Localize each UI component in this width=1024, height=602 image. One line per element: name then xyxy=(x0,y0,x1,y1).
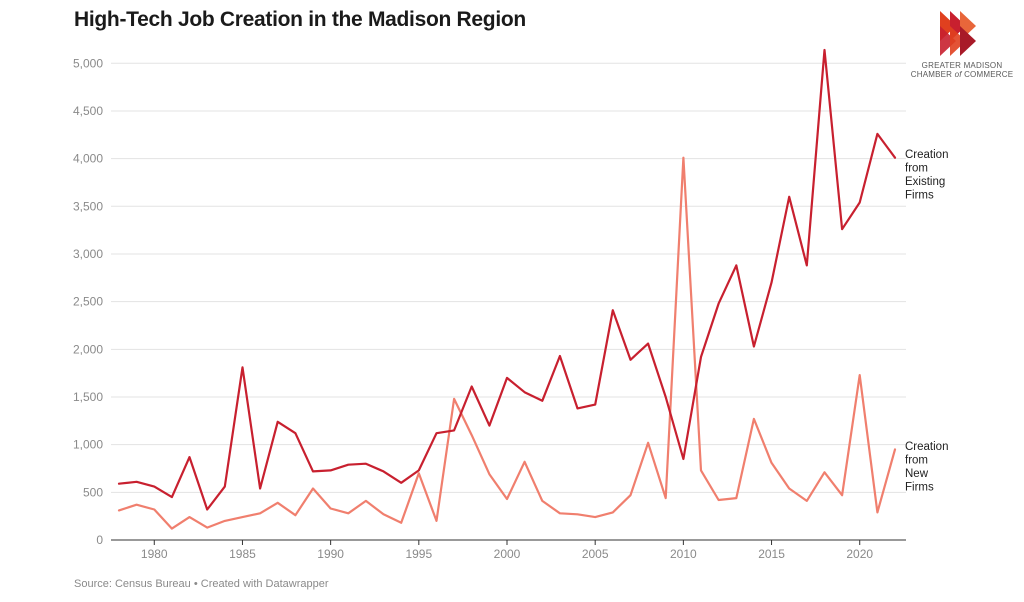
series-label-line: from xyxy=(905,163,928,175)
y-tick-label: 3,500 xyxy=(73,199,103,213)
series-label-new-firms: Creation from New Firms xyxy=(905,441,948,494)
y-tick-label: 2,500 xyxy=(73,295,103,309)
series-label-line: Creation xyxy=(905,149,948,161)
logo-text-line1: GREATER MADISON xyxy=(921,61,1003,70)
series-label-line: New xyxy=(905,468,929,480)
x-tick-label: 1980 xyxy=(141,547,168,561)
y-tick-label: 500 xyxy=(83,485,103,499)
logo-text-of: of xyxy=(954,70,962,79)
y-tick-label: 0 xyxy=(96,533,103,547)
series-label-line: Existing xyxy=(905,176,945,188)
series-label-line: Firms xyxy=(905,190,934,202)
x-tick-label: 2000 xyxy=(494,547,521,561)
logo-text-chamber: CHAMBER xyxy=(910,70,955,79)
series-line-new-firms xyxy=(117,156,897,530)
source-note: Source: Census Bureau • Created with Dat… xyxy=(74,578,329,590)
series-label-existing-firms: Creation from Existing Firms xyxy=(905,149,948,202)
x-tick-label: 1985 xyxy=(229,547,256,561)
series-label-line: Firms xyxy=(905,482,934,494)
x-tick-label: 1995 xyxy=(405,547,432,561)
series-label-line: from xyxy=(905,455,928,467)
y-tick-label: 1,500 xyxy=(73,390,103,404)
logo-text-commerce: COMMERCE xyxy=(961,70,1014,79)
chevron-logo-icon xyxy=(940,11,976,56)
chamber-logo: GREATER MADISON CHAMBER of COMMERCE xyxy=(910,8,1014,80)
series-line-existing-firms xyxy=(117,48,897,511)
x-tick-label: 1990 xyxy=(317,547,344,561)
x-tick-label: 2020 xyxy=(846,547,873,561)
y-tick-label: 3,000 xyxy=(73,247,103,261)
chart-title: High-Tech Job Creation in the Madison Re… xyxy=(74,8,526,31)
series-label-line: Creation xyxy=(905,441,948,453)
logo-text-line2: CHAMBER of COMMERCE xyxy=(910,70,1014,79)
y-tick-label: 5,000 xyxy=(73,56,103,70)
x-tick-label: 2015 xyxy=(758,547,785,561)
y-tick-label: 4,000 xyxy=(73,152,103,166)
y-tick-label: 1,000 xyxy=(73,438,103,452)
y-tick-label: 4,500 xyxy=(73,104,103,118)
x-tick-label: 2005 xyxy=(582,547,609,561)
x-tick-label: 2010 xyxy=(670,547,697,561)
y-tick-label: 2,000 xyxy=(73,342,103,356)
